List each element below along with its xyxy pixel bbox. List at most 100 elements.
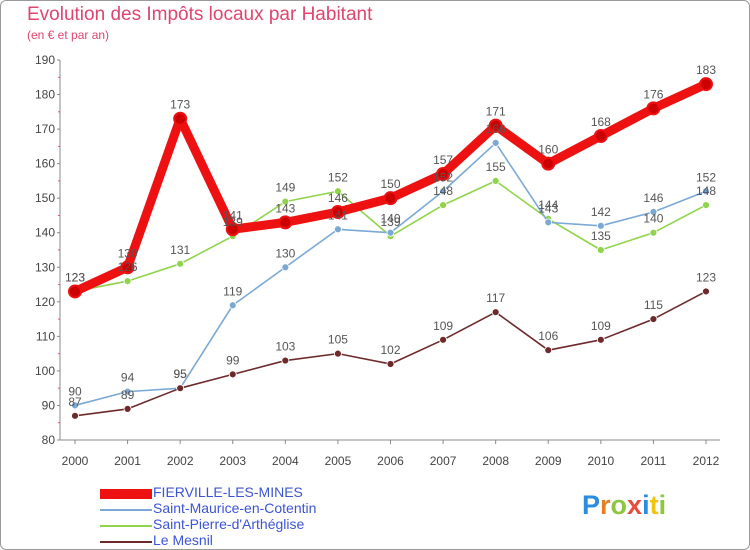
- data-point: [491, 308, 500, 317]
- proxiti-logo: Proxiti: [582, 490, 666, 521]
- data-label: 173: [170, 98, 190, 112]
- legend-swatch: [100, 541, 152, 543]
- y-tick-label: 100: [35, 364, 55, 378]
- data-point: [439, 201, 447, 209]
- data-label: 148: [433, 184, 453, 198]
- data-label: 171: [486, 105, 506, 119]
- data-label: 149: [275, 181, 295, 195]
- y-tick-label: 120: [35, 295, 55, 309]
- data-label: 131: [170, 243, 190, 257]
- data-point: [699, 77, 713, 92]
- data-label: 166: [486, 122, 506, 136]
- x-tick-label: 2012: [693, 454, 720, 468]
- data-point: [330, 205, 345, 219]
- data-point: [596, 221, 605, 230]
- data-point: [488, 118, 503, 133]
- data-point: [334, 187, 342, 196]
- x-tick-label: 2011: [641, 454, 667, 468]
- data-label: 144: [538, 198, 558, 212]
- data-point: [541, 156, 556, 171]
- data-point: [281, 197, 290, 206]
- logo-letter: x: [627, 490, 643, 520]
- data-label: 141: [223, 208, 243, 222]
- data-point: [649, 228, 658, 237]
- legend-label: Saint-Pierre-d'Arthéglise: [153, 516, 305, 532]
- y-tick-label: 190: [35, 53, 55, 67]
- data-label: 143: [275, 201, 295, 215]
- data-point: [593, 129, 608, 143]
- data-point: [278, 215, 293, 230]
- y-tick-label: 160: [35, 157, 55, 171]
- data-label: 123: [65, 270, 85, 284]
- y-tick-label: 90: [42, 398, 56, 412]
- data-point: [436, 167, 451, 181]
- series-layer: [68, 77, 713, 420]
- legend-label: Le Mesnil: [153, 532, 213, 548]
- y-tick-label: 170: [35, 122, 55, 136]
- data-label: 140: [380, 212, 400, 226]
- x-tick-label: 2000: [62, 454, 89, 468]
- data-label: 94: [121, 371, 135, 385]
- x-tick-label: 2004: [272, 454, 299, 468]
- data-label: 117: [486, 291, 505, 305]
- data-label: 141: [328, 208, 348, 222]
- data-point: [386, 360, 395, 368]
- data-point: [68, 284, 82, 299]
- chart-subtitle: (en € et par an): [27, 28, 110, 42]
- data-label: 130: [118, 246, 138, 260]
- data-label: 105: [328, 333, 348, 347]
- data-label: 106: [538, 329, 558, 343]
- data-point: [649, 208, 658, 216]
- data-label: 157: [433, 153, 453, 167]
- data-label: 90: [68, 384, 82, 398]
- data-point: [225, 222, 240, 237]
- x-tick-label: 2003: [219, 454, 246, 468]
- data-label: 142: [591, 205, 611, 219]
- data-label: 109: [433, 319, 453, 333]
- data-label: 148: [696, 184, 716, 198]
- x-tick-label: 2010: [587, 454, 614, 468]
- y-tick-label: 140: [35, 226, 55, 240]
- logo-letter: r: [600, 490, 611, 520]
- legend-swatch: [100, 525, 152, 527]
- data-label: 146: [328, 191, 348, 205]
- logo-letter: o: [610, 490, 628, 520]
- data-point: [123, 405, 132, 413]
- data-label: 150: [380, 177, 400, 191]
- data-label: 140: [643, 212, 663, 226]
- data-label: 103: [275, 340, 295, 354]
- data-point: [123, 277, 132, 285]
- data-point: [702, 287, 710, 296]
- data-label: 109: [591, 319, 611, 333]
- data-label: 99: [226, 353, 240, 367]
- data-point: [281, 356, 290, 365]
- data-point: [120, 260, 135, 275]
- data-label: 160: [538, 143, 558, 157]
- data-point: [596, 246, 605, 254]
- data-label: 176: [643, 87, 663, 101]
- data-point: [281, 263, 290, 272]
- data-point: [544, 346, 553, 355]
- data-point: [176, 259, 185, 268]
- data-point: [173, 111, 188, 126]
- data-label: 168: [591, 115, 611, 129]
- data-label: 123: [696, 270, 716, 284]
- x-tick-label: 2001: [114, 454, 141, 468]
- data-label: 95: [173, 367, 187, 381]
- y-tick-label: 130: [35, 260, 55, 274]
- data-label: 102: [380, 343, 400, 357]
- data-label: 126: [118, 260, 138, 274]
- data-point: [123, 387, 132, 396]
- legend-label: Saint-Maurice-en-Cotentin: [153, 500, 317, 516]
- data-label: 89: [121, 388, 135, 402]
- data-point: [71, 411, 79, 420]
- data-label: 152: [433, 170, 453, 184]
- data-label: 135: [591, 229, 611, 243]
- y-tick-label: 150: [35, 191, 55, 205]
- data-point: [439, 335, 447, 344]
- data-point: [383, 191, 398, 206]
- axes: 80 90 100 110 120 130 140 150 160 170 180 190 2000 20…: [35, 53, 720, 468]
- data-point: [439, 187, 447, 196]
